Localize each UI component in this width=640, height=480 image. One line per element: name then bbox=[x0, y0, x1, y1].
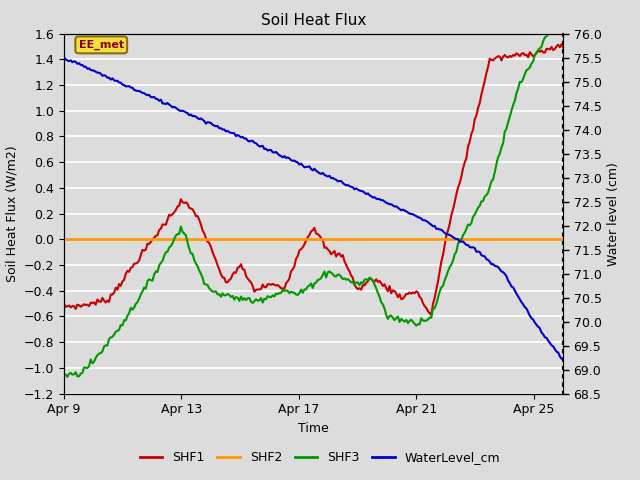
Title: Soil Heat Flux: Soil Heat Flux bbox=[261, 13, 366, 28]
Y-axis label: Soil Heat Flux (W/m2): Soil Heat Flux (W/m2) bbox=[5, 145, 18, 282]
X-axis label: Time: Time bbox=[298, 422, 329, 435]
Y-axis label: Water level (cm): Water level (cm) bbox=[607, 162, 620, 265]
Legend: SHF1, SHF2, SHF3, WaterLevel_cm: SHF1, SHF2, SHF3, WaterLevel_cm bbox=[135, 446, 505, 469]
Text: EE_met: EE_met bbox=[79, 40, 124, 50]
